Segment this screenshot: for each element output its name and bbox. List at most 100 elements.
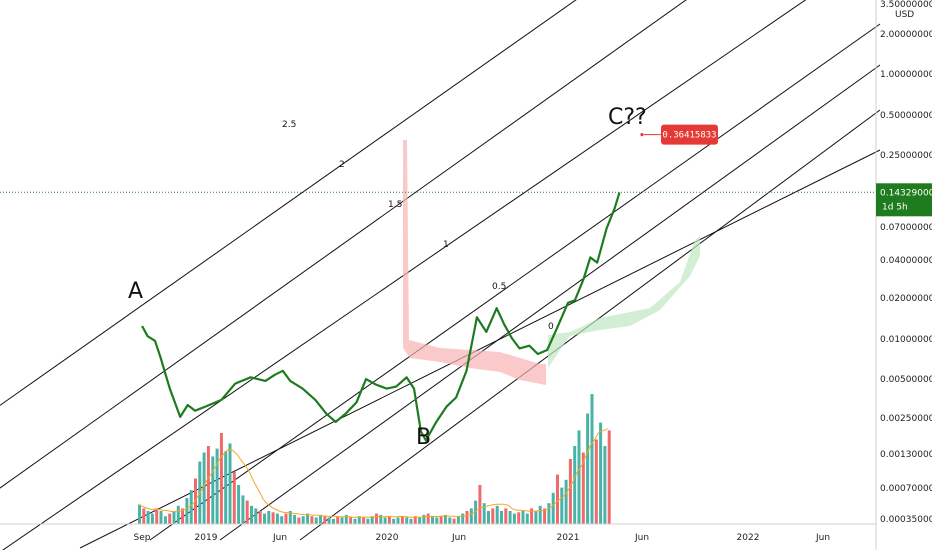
volume-bar (185, 498, 189, 524)
y-tick-label: 0.07000000 (880, 223, 932, 233)
volume-bar (508, 511, 512, 524)
volume-bar (521, 511, 525, 524)
volume-bar (159, 511, 163, 524)
volume-bar (362, 517, 366, 524)
volume-bar (155, 508, 159, 524)
volume-bar (530, 508, 534, 524)
volume-bar (245, 500, 249, 524)
target-badge (661, 124, 718, 145)
volume-bar (556, 474, 559, 524)
volume-bar (599, 422, 603, 524)
volume-bar (215, 448, 219, 524)
volume-bar (344, 514, 348, 524)
volume-bar (319, 514, 322, 524)
volume-bar (560, 487, 564, 524)
volume-bar (538, 505, 542, 524)
volume-bar (172, 511, 176, 524)
volume-bar (594, 439, 598, 524)
volume-bar (431, 516, 434, 524)
volume-bar (349, 517, 353, 524)
x-tick-label: Jun (451, 533, 466, 543)
y-tick-label: 1.00000000 (880, 70, 932, 80)
volume-bar (491, 508, 495, 524)
volume-bar (573, 446, 577, 524)
x-tick-label: 2020 (376, 533, 399, 543)
x-tick-label: Jun (272, 533, 287, 543)
y-tick-label: 0.04000000 (880, 256, 932, 266)
volume-bar (340, 517, 344, 524)
volume-bar (387, 516, 391, 524)
fan-level-label: 0.5 (492, 282, 506, 292)
volume-bar (474, 500, 478, 524)
volume-bar (206, 446, 210, 524)
x-tick-label: 2022 (737, 533, 760, 543)
annotations: A B C?? 0.36415833 (0, 105, 876, 450)
currency-label: USD (895, 10, 914, 20)
volume-bar (422, 514, 426, 524)
volume-bar (581, 452, 585, 524)
volume-bar (465, 511, 469, 524)
volume-bar (586, 413, 590, 524)
volume-bar (310, 516, 314, 524)
volume-bar (500, 511, 503, 524)
x-tick-label: Jun (634, 533, 649, 543)
volume-bar (439, 516, 443, 524)
volume-bar (301, 516, 305, 524)
volume-bar (138, 504, 141, 524)
volume-bar (534, 511, 538, 524)
price-line (141, 192, 621, 442)
volume-bar (163, 516, 167, 524)
volume-bar (232, 472, 236, 524)
volume-bar (327, 517, 331, 524)
volume-bar (495, 505, 499, 524)
fan-level-label: 1 (443, 240, 449, 250)
volume-bar (168, 513, 172, 524)
volume-bar (400, 516, 404, 524)
volume-bar (254, 508, 258, 524)
volume-bar (543, 508, 547, 524)
volume-bar (357, 516, 361, 524)
fan-level-label: 2 (339, 160, 345, 170)
y-tick-label: 0.00070000 (880, 484, 932, 494)
volume-bar (228, 443, 232, 524)
volume-bar (607, 430, 611, 524)
volume-bar (306, 513, 310, 524)
volume-bars (137, 394, 611, 524)
volume-bar (396, 517, 400, 524)
volume-bar (275, 513, 279, 524)
volume-bar (379, 514, 383, 524)
fan-level-label: 1.5 (388, 200, 402, 210)
x-tick-label: Jun (815, 533, 830, 543)
wave-label: B (416, 425, 431, 450)
volume-bar (478, 485, 482, 524)
volume-bar (603, 446, 607, 524)
wave-label: C?? (608, 105, 647, 130)
last-price-label: 0.14329000 (880, 188, 932, 198)
fan-line (219, 64, 881, 541)
fan-line (0, 0, 577, 406)
volume-bar (461, 513, 465, 524)
volume-bar (202, 452, 206, 524)
volume-bar (241, 495, 245, 524)
volume-bar (280, 516, 284, 524)
price-series (141, 192, 621, 442)
y-tick-label: 0.02000000 (880, 294, 932, 304)
x-tick-label: 2019 (195, 533, 218, 543)
volume-bar (250, 505, 253, 524)
volume-bar (284, 513, 288, 524)
volume-bar (375, 513, 378, 524)
target-badge-label: 0.36415833 (662, 131, 716, 141)
fan-level-label: 2.5 (282, 120, 296, 130)
wave-label: A (128, 279, 143, 304)
volume-bar (443, 514, 447, 524)
y-tick-label: 3.50000000 (880, 0, 932, 10)
volume-bar (413, 516, 417, 524)
volume-bar (487, 511, 490, 524)
fan-line (149, 23, 881, 541)
y-tick-label: 0.00500000 (880, 375, 932, 385)
volume-bar (590, 394, 594, 524)
volume-bar (323, 516, 327, 524)
volume-bar (224, 451, 228, 524)
